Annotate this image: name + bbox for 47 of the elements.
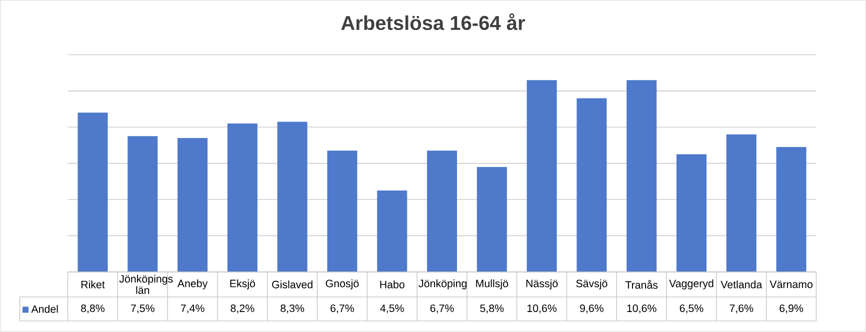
legend-label: Andel [31, 305, 58, 313]
chart-title: Arbetslösa 16-64 år [341, 14, 525, 30]
x-tick-label: Mullsjö [476, 280, 508, 290]
x-tick-label: Gislaved [272, 280, 312, 288]
data-label: 9,6% [580, 304, 604, 314]
bar [78, 112, 108, 272]
bar [277, 122, 308, 272]
x-tick-label: Vetlanda [720, 280, 762, 288]
data-label: 7,6% [730, 304, 754, 314]
data-label: 6,5% [680, 304, 704, 314]
bar [128, 136, 158, 272]
bar [327, 150, 358, 272]
x-tick-label: Eksjö [230, 280, 256, 290]
bar [676, 154, 707, 272]
data-label: 8,2% [230, 304, 254, 314]
bar [576, 98, 607, 272]
data-label: 6,9% [780, 304, 804, 314]
data-label: 8,3% [280, 304, 304, 314]
data-label: 8,8% [81, 304, 105, 314]
bar [227, 124, 258, 272]
bar [726, 134, 756, 272]
data-label: 4,5% [380, 304, 404, 314]
bar [427, 150, 458, 272]
data-label: 7,4% [180, 304, 204, 314]
bar [776, 147, 806, 272]
x-tick-label: Sävsjö [576, 280, 608, 290]
bar [626, 80, 657, 272]
bar [526, 80, 557, 272]
x-tick-label: Vaggeryd [669, 280, 714, 290]
data-label: 7,5% [131, 304, 154, 314]
bar [377, 190, 408, 272]
data-label: 5,8% [480, 304, 504, 314]
x-tick-label: Jönköpings län [119, 274, 173, 294]
x-tick-label: Riket [81, 280, 105, 288]
x-tick-label: Värnamo [770, 280, 812, 288]
x-tick-label: Habo [380, 280, 404, 288]
data-label: 6,7% [430, 304, 454, 314]
data-label: 6,7% [330, 304, 354, 314]
x-tick-label: Aneby [177, 280, 208, 290]
x-tick-label: Jönköping [418, 280, 466, 290]
x-tick-label: Nässjö [526, 280, 558, 290]
data-label: 10,6% [627, 304, 656, 314]
bar [178, 138, 208, 272]
x-tick-label: Gnosjö [326, 280, 359, 290]
data-label: 10,6% [527, 304, 557, 314]
bar [476, 167, 507, 272]
x-tick-label: Tranås [625, 280, 658, 289]
